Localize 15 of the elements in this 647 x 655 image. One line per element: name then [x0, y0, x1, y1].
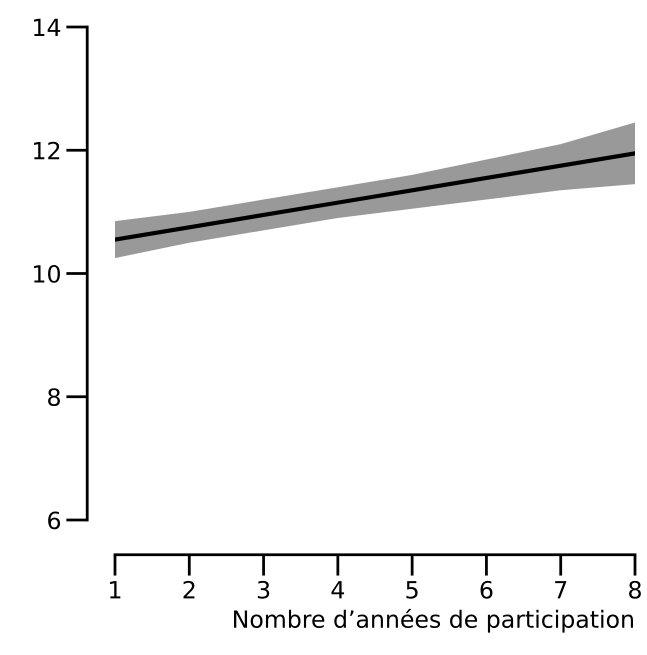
x-tick-label: 2 — [184, 580, 194, 598]
x-axis-title: Nombre d’années de participation — [234, 608, 633, 633]
y-tick-label: 6 — [48, 511, 60, 530]
x-tick-label: 5 — [406, 581, 418, 599]
x-tick-label: 3 — [258, 580, 270, 599]
y-tick-label: 8 — [48, 388, 60, 406]
y-tick-label: 12 — [34, 142, 60, 160]
x-tick-label: 8 — [629, 580, 641, 599]
y-tick-label: 14 — [34, 18, 60, 36]
x-tick-label: 4 — [332, 581, 344, 598]
y-tick-label: 10 — [34, 264, 60, 283]
x-tick-label: 6 — [480, 580, 492, 599]
line-series — [115, 151, 635, 242]
x-tick-label: 1 — [110, 581, 120, 598]
x-tick-label: 7 — [555, 581, 566, 598]
